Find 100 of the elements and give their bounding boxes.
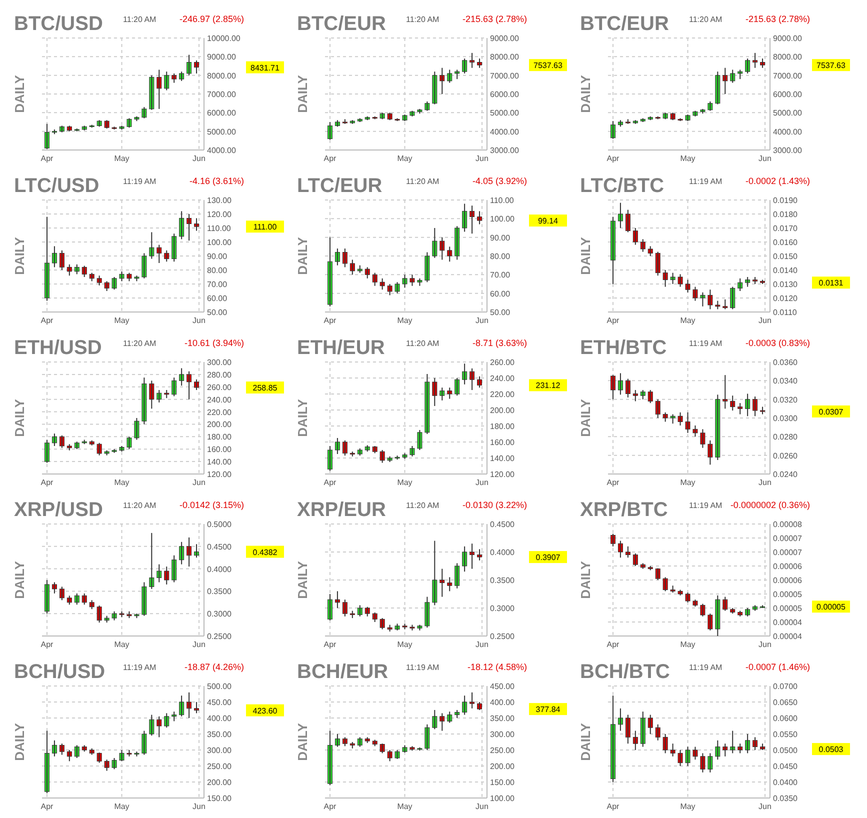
candlestick (685, 114, 690, 122)
y-tick-label: 240.00 (207, 395, 232, 404)
text: -246.97 (2.85%) (179, 14, 244, 24)
y-tick-label: 150.00 (207, 794, 232, 803)
x-tick-label: Jun (476, 640, 488, 649)
y-tick-label: 7000.00 (207, 90, 236, 99)
y-tick-label: 250.00 (207, 762, 232, 771)
x-tick-label: May (114, 640, 130, 649)
y-tick-label: 0.4500 (207, 542, 232, 552)
y-tick-label: 0.0260 (773, 451, 798, 460)
y-tick-label: 160.00 (490, 438, 516, 447)
candlestick (424, 596, 430, 628)
candlestick (678, 589, 683, 596)
x-tick-label: Jun (192, 154, 206, 163)
candlestick (402, 274, 408, 288)
y-tick-label: 10000.00 (207, 34, 241, 43)
chart-subtitle: 11:19 AM (689, 663, 723, 672)
chart-title: ETH/USD (14, 337, 102, 359)
y-tick-label: 4000.00 (207, 146, 236, 155)
candlestick (134, 613, 140, 619)
candlestick (410, 110, 415, 117)
candlestick (708, 289, 713, 310)
candlestick (126, 436, 132, 450)
text: -8.71 (3.63%) (472, 338, 527, 348)
x-tick-label: May (397, 802, 412, 811)
y-axis-title: DAILY (578, 398, 593, 437)
y-tick-label: 200.00 (490, 762, 516, 771)
candlestick (142, 582, 147, 616)
y-tick-label: 3000.00 (490, 146, 520, 155)
text: -4.16 (3.61%) (189, 176, 244, 186)
y-tick-label: 60.00 (207, 294, 228, 303)
candlestick (670, 272, 676, 284)
y-tick-label: 240.00 (490, 374, 516, 383)
chart-subtitle: 11:20 AM (123, 15, 157, 24)
y-tick-label: 200.00 (207, 420, 232, 430)
y-tick-label: 260.00 (490, 358, 516, 367)
y-tick-label: 0.0500 (773, 746, 798, 755)
candlestick (350, 120, 355, 124)
y-tick-label: 0.0300 (773, 414, 798, 423)
chart-title: BTC/EUR (580, 13, 670, 35)
y-tick-label: 6000.00 (207, 108, 236, 118)
y-tick-label: 0.0600 (773, 714, 798, 723)
candlestick (104, 120, 110, 130)
y-tick-label: 0.5000 (207, 520, 232, 529)
y-tick-label: 0.00006 (773, 576, 802, 585)
x-tick-label: Jun (758, 478, 772, 487)
y-axis-title: DAILY (12, 236, 27, 275)
x-tick-label: May (680, 316, 696, 325)
candlestick (417, 278, 422, 286)
y-tick-label: 0.0320 (773, 395, 798, 404)
y-tick-label: 0.0180 (773, 210, 798, 219)
y-tick-label: 9000.00 (773, 34, 802, 43)
x-tick-label: Apr (40, 640, 54, 649)
y-tick-label: 0.0400 (773, 778, 798, 787)
chart-title: LTC/USD (14, 175, 100, 197)
y-tick-label: 0.0170 (773, 224, 798, 233)
y-tick-label: 0.3000 (207, 610, 232, 619)
y-tick-label: 0.0160 (773, 238, 798, 247)
y-tick-label: 60.00 (490, 289, 511, 298)
y-tick-label: 3000.00 (773, 146, 802, 155)
x-tick-label: May (397, 316, 412, 325)
x-tick-label: Jun (476, 316, 488, 325)
candlestick (342, 118, 348, 124)
y-axis-title: DAILY (295, 722, 310, 761)
y-axis-title: DAILY (12, 398, 27, 437)
text: 99.14 (538, 216, 559, 226)
y-tick-label: 9000.00 (207, 52, 236, 62)
y-tick-label: 0.4000 (490, 548, 516, 557)
text: 0.0307 (818, 407, 844, 416)
text: -18.12 (4.58%) (467, 662, 527, 672)
chart-subtitle: 11:20 AM (406, 339, 440, 348)
candlestick (142, 252, 147, 279)
text: -18.87 (4.26%) (184, 662, 244, 672)
candlestick (678, 274, 683, 288)
y-tick-label: 300.00 (207, 746, 232, 755)
y-tick-label: 400.00 (490, 698, 516, 707)
candlestick (692, 599, 698, 608)
y-tick-label: 0.0700 (773, 682, 798, 691)
candlestick (708, 440, 713, 466)
chart-title: XRP/EUR (297, 499, 386, 521)
y-tick-label: 0.3500 (207, 587, 232, 596)
y-axis-title: DAILY (578, 236, 593, 275)
text: -0.0130 (3.22%) (462, 500, 527, 510)
y-tick-label: 0.0450 (773, 762, 798, 771)
y-tick-label: 450.00 (207, 698, 232, 707)
candlestick (394, 623, 400, 631)
chart-subtitle: 11:20 AM (406, 15, 440, 24)
candlestick (417, 430, 422, 450)
y-tick-label: 120.00 (207, 210, 232, 219)
y-tick-label: 100.00 (490, 214, 516, 224)
text: -4.05 (3.92%) (472, 176, 527, 186)
y-tick-label: 300.00 (207, 358, 232, 367)
x-tick-label: Jun (758, 154, 772, 163)
y-tick-label: 0.0190 (773, 196, 798, 205)
text: -0.0000002 (0.36%) (730, 500, 810, 510)
x-tick-label: May (114, 478, 130, 487)
candlestick (708, 100, 713, 112)
y-tick-label: 100.00 (207, 238, 232, 247)
y-tick-label: 90.00 (490, 233, 511, 242)
y-tick-label: 70.00 (207, 280, 228, 289)
